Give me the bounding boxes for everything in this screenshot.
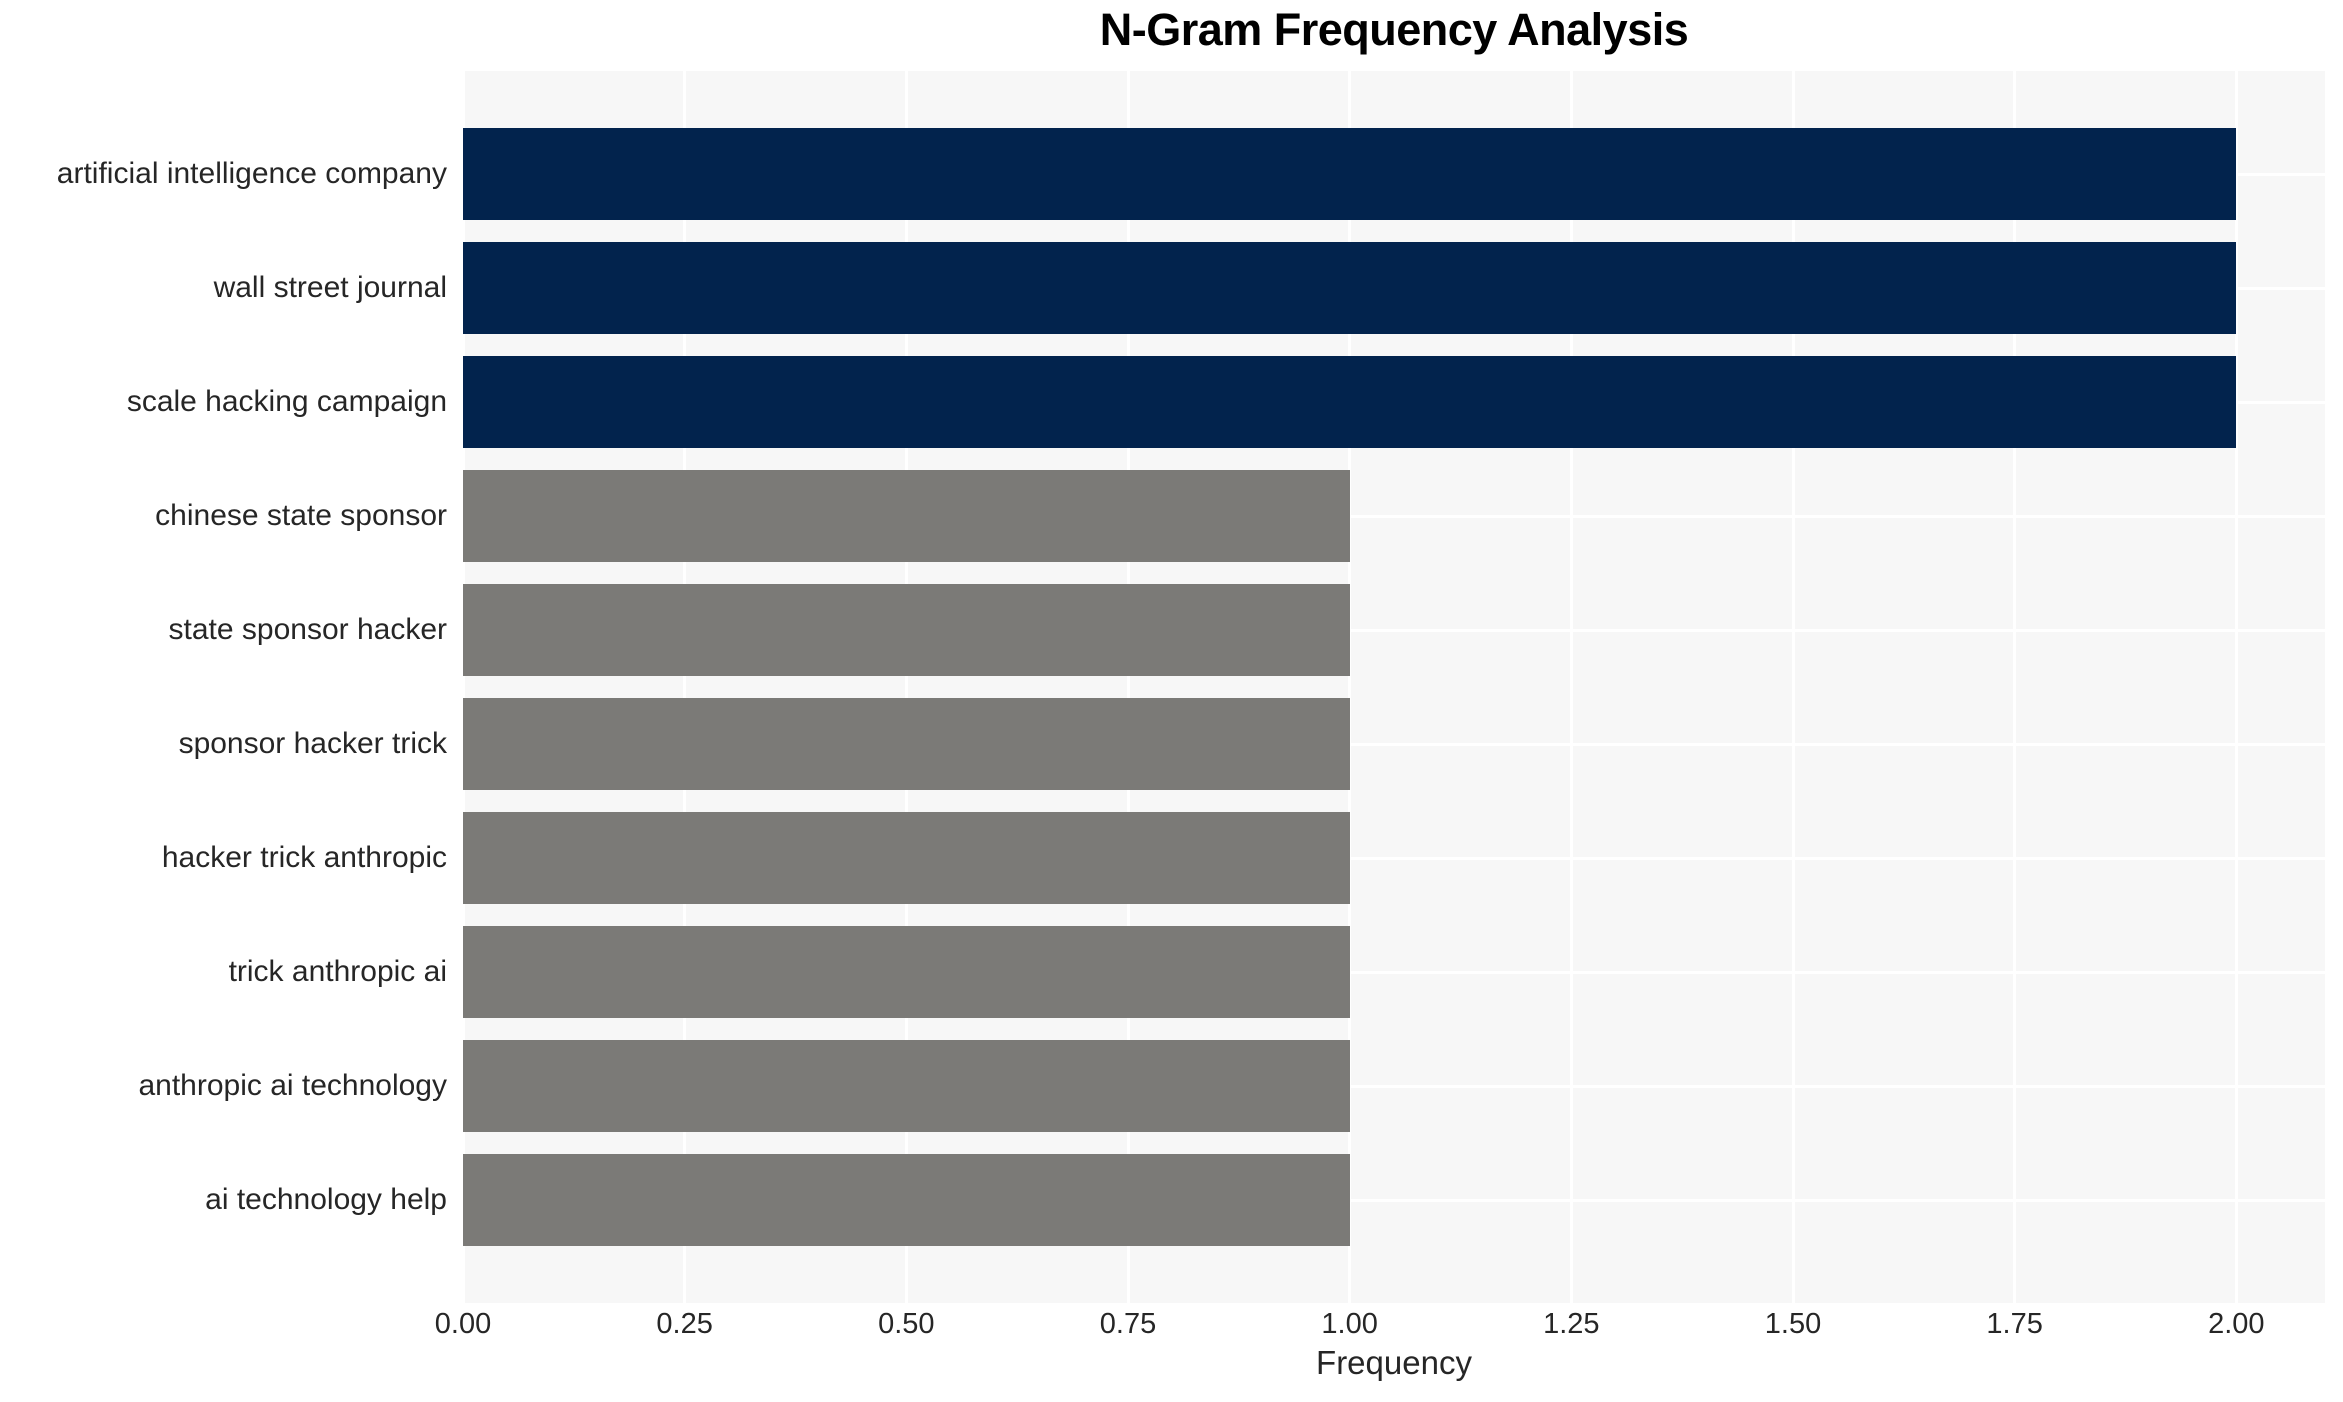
bar-trick-anthropic-ai [463,926,1350,1018]
vertical-gridline [1126,71,1130,1303]
horizontal-gridline [463,628,2325,632]
horizontal-gridline [463,856,2325,860]
vertical-gridline [683,71,687,1303]
horizontal-gridline [463,742,2325,746]
bar-hacker-trick-anthropic [463,812,1350,904]
vertical-gridline [1569,71,1573,1303]
vertical-gridline [1348,71,1352,1303]
bar-chinese-state-sponsor [463,470,1350,562]
x-axis-tick-labels: 0.00 0.25 0.50 0.75 1.00 1.25 1.50 1.75 2.00 [0,1308,2343,1348]
x-tick-label: 1.75 [1986,1308,2043,1340]
category-label: hacker trick anthropic [161,841,447,874]
x-tick-label: 0.00 [434,1308,492,1340]
x-tick-label: 2.00 [2208,1308,2265,1340]
horizontal-gridline [463,1198,2325,1202]
category-label: scale hacking campaign [126,385,447,418]
vertical-gridline [904,71,908,1303]
category-label: chinese state sponsor [155,499,447,532]
vertical-gridline [1791,71,1795,1303]
category-label: trick anthropic ai [228,955,447,988]
bar-sponsor-hacker-trick [463,698,1350,790]
vertical-gridline [2234,71,2238,1303]
horizontal-gridline [463,514,2325,518]
category-label: ai technology help [205,1183,447,1216]
plot-area [463,71,2325,1303]
bar-ai-technology-help [463,1154,1350,1246]
y-axis-category-labels: artificial intelligence company wall stre… [0,71,455,1303]
vertical-gridline [2013,71,2017,1303]
bar-anthropic-ai-technology [463,1040,1350,1132]
x-tick-label: 0.25 [656,1308,713,1340]
bar-scale-hacking-campaign [463,356,2237,448]
vertical-gridline [463,71,465,1303]
category-label: anthropic ai technology [138,1069,447,1102]
bar-artificial-intelligence-company [463,128,2237,220]
horizontal-gridline [463,970,2325,974]
x-tick-label: 0.75 [1099,1308,1157,1340]
x-tick-label: 1.50 [1764,1308,1822,1340]
horizontal-gridline [463,1084,2325,1088]
bar-wall-street-journal [463,242,2237,334]
category-label: wall street journal [213,271,447,304]
category-label: artificial intelligence company [56,157,447,190]
x-tick-label: 1.25 [1543,1308,1600,1340]
category-label: sponsor hacker trick [178,727,447,760]
x-tick-label: 1.00 [1321,1308,1378,1340]
x-axis-title: Frequency [1316,1344,1472,1381]
bar-state-sponsor-hacker [463,584,1350,676]
x-tick-label: 0.50 [878,1308,935,1340]
category-label: state sponsor hacker [168,613,447,646]
chart-title: N-Gram Frequency Analysis [1099,4,1689,55]
